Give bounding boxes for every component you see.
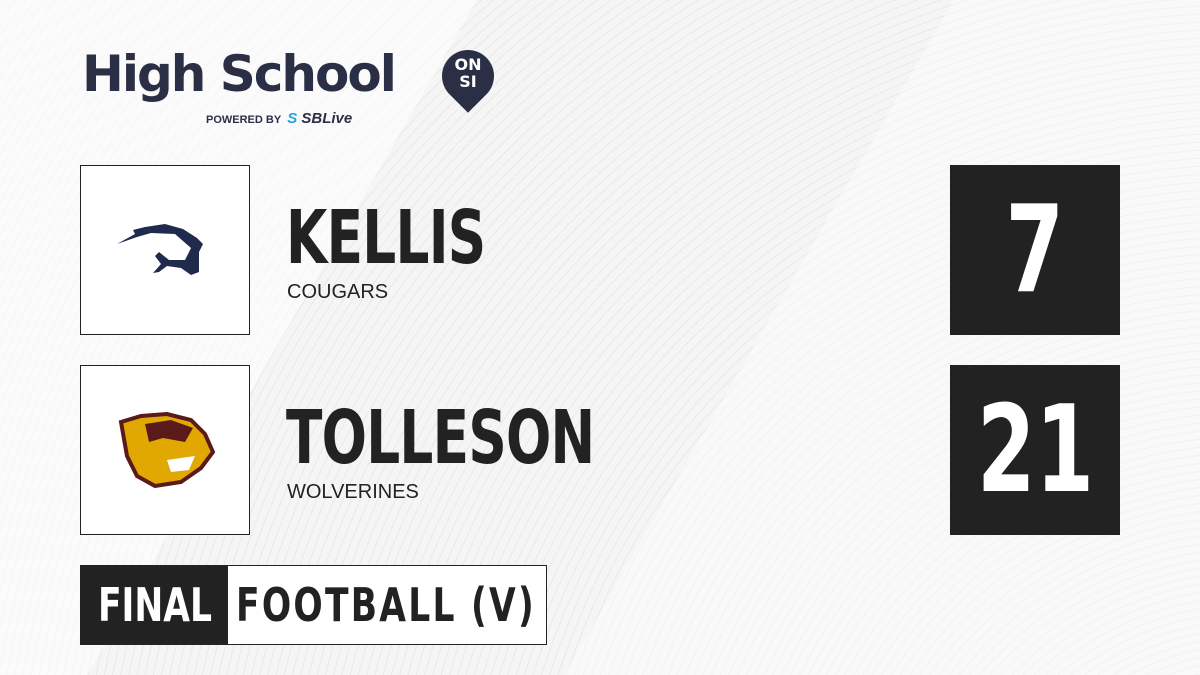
brand-logo: High School ON SI POWERED BY S SBLive [82, 39, 505, 127]
sblive-logo: S SBLive [287, 110, 353, 127]
team-mascot: WOLVERINES [287, 481, 419, 503]
team-logo-tolleson [80, 365, 250, 535]
team-score: 21 [950, 365, 1120, 535]
team-mascot: COUGARS [287, 281, 389, 303]
team-score: 7 [950, 165, 1120, 335]
game-info-bar: FINAL FOOTBALL (V) [80, 565, 547, 645]
wolverine-icon [118, 412, 215, 488]
brand-title: High School [82, 45, 397, 103]
team-name: KELLIS [286, 195, 486, 281]
brand-badge: ON SI [454, 55, 482, 91]
team-name: TOLLESON [286, 395, 595, 481]
team-logo-kellis [80, 165, 250, 335]
cougar-icon [117, 224, 203, 275]
sport-label: FOOTBALL (V) [236, 578, 536, 632]
powered-by: POWERED BY S SBLive [206, 110, 353, 127]
game-status: FINAL [81, 566, 228, 644]
